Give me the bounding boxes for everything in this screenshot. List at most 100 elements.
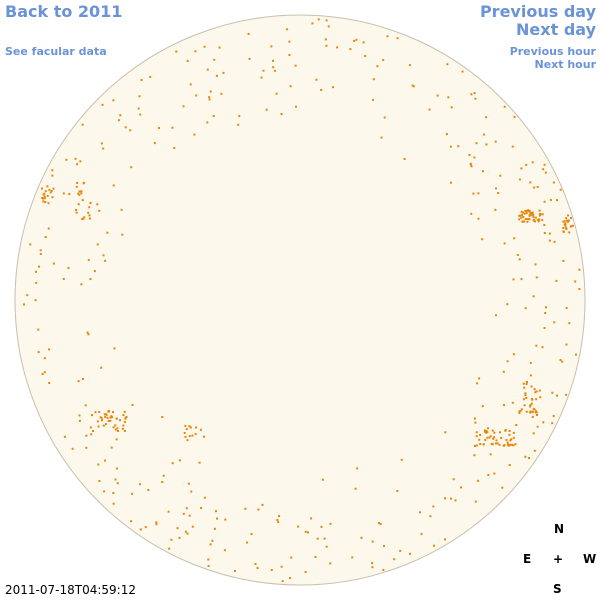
facula	[104, 413, 107, 416]
facula	[314, 555, 317, 558]
facula	[327, 25, 330, 28]
facula	[483, 133, 485, 136]
facula	[140, 79, 143, 81]
facula	[101, 419, 103, 422]
facula	[383, 116, 386, 119]
facula	[504, 429, 507, 431]
facula	[486, 436, 489, 439]
facula	[532, 432, 535, 435]
facula	[112, 184, 115, 187]
facula	[522, 215, 525, 218]
next-hour-link[interactable]: Next hour	[534, 58, 597, 71]
facula	[524, 392, 527, 395]
facula	[122, 414, 125, 416]
facula	[502, 370, 505, 373]
facula	[548, 232, 551, 235]
facula	[533, 449, 536, 452]
facula	[102, 424, 105, 427]
facula	[139, 528, 142, 531]
facula	[155, 521, 158, 524]
facula	[495, 314, 497, 317]
facula	[41, 373, 44, 375]
facula	[535, 411, 538, 414]
facula	[92, 430, 94, 432]
facula	[115, 438, 118, 441]
facula	[516, 254, 519, 256]
facula	[102, 147, 105, 150]
facula	[71, 447, 74, 450]
facula	[34, 299, 37, 302]
facula	[578, 268, 581, 271]
facula	[409, 552, 411, 555]
facula	[88, 214, 91, 217]
facula	[565, 226, 567, 229]
facula	[529, 405, 532, 408]
facula	[62, 192, 65, 195]
facula	[44, 236, 47, 238]
facula	[529, 410, 532, 413]
facula	[139, 483, 141, 486]
facula	[386, 35, 389, 38]
facula	[211, 539, 214, 542]
facula	[509, 439, 512, 442]
facula	[114, 428, 117, 431]
facula	[433, 544, 435, 547]
facula	[101, 103, 104, 106]
back-link[interactable]: Back to 2011	[5, 2, 123, 21]
facula	[123, 410, 126, 413]
facula	[85, 446, 88, 449]
facula	[512, 278, 515, 281]
facula	[104, 416, 107, 418]
facula	[93, 270, 96, 273]
facula	[110, 446, 113, 449]
facula	[518, 412, 521, 414]
facula	[356, 467, 359, 470]
facula	[479, 443, 482, 445]
facula	[495, 439, 498, 442]
facula	[371, 566, 374, 569]
facula	[419, 511, 421, 514]
facula	[321, 478, 324, 481]
previous-day-link[interactable]: Previous day	[479, 2, 596, 21]
facula	[280, 565, 283, 568]
facula	[535, 276, 538, 279]
previous-hour-link[interactable]: Previous hour	[509, 45, 596, 58]
facula	[497, 192, 500, 194]
facula	[81, 123, 84, 126]
facula	[493, 431, 496, 434]
facula	[528, 457, 530, 459]
facula	[213, 527, 216, 530]
facula	[162, 474, 165, 477]
facula	[39, 253, 42, 255]
facula	[184, 435, 187, 438]
facula	[444, 431, 447, 434]
facula	[117, 430, 119, 432]
facula	[48, 382, 51, 384]
facula	[113, 347, 116, 350]
facula	[194, 433, 197, 436]
facula	[67, 267, 70, 269]
next-day-link[interactable]: Next day	[516, 20, 596, 39]
facula	[544, 171, 547, 174]
facula	[533, 186, 536, 189]
facula	[50, 190, 53, 192]
facula	[275, 92, 278, 95]
facula	[534, 411, 537, 414]
facula	[524, 307, 527, 310]
facular-link[interactable]: See facular data	[5, 45, 107, 58]
facula	[103, 459, 106, 462]
facula	[371, 562, 374, 565]
facula	[117, 119, 120, 122]
facula	[329, 522, 332, 525]
facula	[207, 558, 210, 561]
facula	[246, 541, 249, 544]
facula	[536, 219, 539, 221]
facula	[519, 409, 522, 412]
facula	[524, 210, 527, 212]
facula	[87, 258, 90, 261]
facula	[568, 231, 571, 234]
facula	[191, 434, 194, 437]
facula	[541, 219, 544, 222]
facula	[325, 19, 328, 22]
facula	[176, 527, 179, 530]
